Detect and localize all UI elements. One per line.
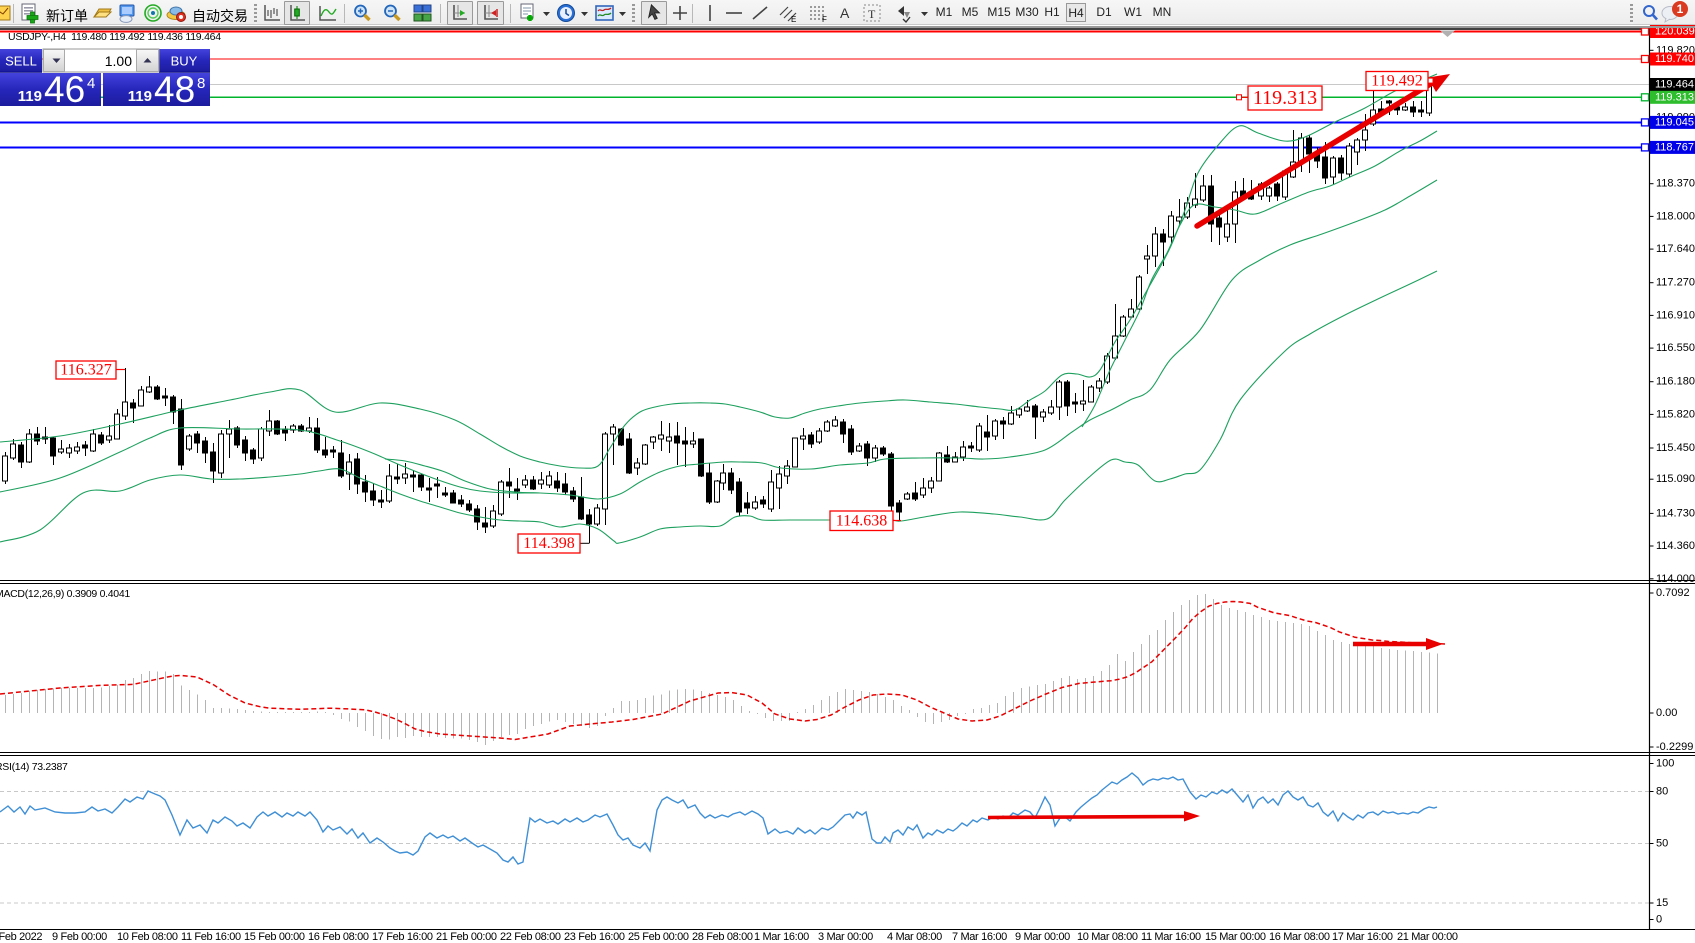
svg-text:1: 1	[1677, 2, 1684, 16]
svg-text:114.360: 114.360	[1656, 540, 1695, 552]
svg-text:50: 50	[1656, 838, 1668, 850]
svg-text:10 Feb 08:00: 10 Feb 08:00	[117, 931, 178, 943]
svg-text:120.039: 120.039	[1655, 26, 1695, 38]
svg-text:1.00: 1.00	[105, 53, 132, 69]
svg-text:117.640: 117.640	[1656, 243, 1695, 255]
svg-text:3 Mar 00:00: 3 Mar 00:00	[818, 931, 873, 943]
svg-text:BUY: BUY	[171, 54, 198, 69]
svg-text:114.638: 114.638	[836, 512, 887, 529]
svg-text:115.090: 115.090	[1656, 473, 1695, 485]
svg-text:MACD(12,26,9) 0.3909 0.4041: MACD(12,26,9) 0.3909 0.4041	[0, 588, 130, 600]
svg-text:48: 48	[154, 69, 195, 110]
svg-text:4: 4	[87, 75, 95, 92]
svg-text:10 Mar 08:00: 10 Mar 08:00	[1077, 931, 1138, 943]
svg-text:114.000: 114.000	[1656, 573, 1695, 585]
svg-text:SELL: SELL	[5, 54, 37, 69]
svg-text:28 Feb 08:00: 28 Feb 08:00	[692, 931, 753, 943]
svg-text:46: 46	[44, 69, 85, 110]
svg-text:114.730: 114.730	[1656, 507, 1695, 519]
svg-text:21 Mar 00:00: 21 Mar 00:00	[1397, 931, 1458, 943]
svg-text:115.820: 115.820	[1656, 408, 1695, 420]
svg-text:117.270: 117.270	[1656, 277, 1695, 289]
svg-text:116.910: 116.910	[1656, 309, 1695, 321]
svg-text:119.313: 119.313	[1655, 91, 1694, 103]
svg-text:17 Feb 16:00: 17 Feb 16:00	[372, 931, 433, 943]
svg-text:USDJPY-,H4 119.480 119.492 11: USDJPY-,H4 119.480 119.492 119.436 119.4…	[8, 31, 221, 43]
svg-text:21 Feb 00:00: 21 Feb 00:00	[436, 931, 497, 943]
svg-text:119: 119	[128, 88, 152, 105]
svg-text:115.450: 115.450	[1656, 442, 1695, 454]
svg-text:15: 15	[1656, 897, 1668, 909]
svg-text:80: 80	[1656, 786, 1668, 798]
svg-text:119.464: 119.464	[1655, 79, 1694, 91]
svg-text:15 Mar 00:00: 15 Mar 00:00	[1205, 931, 1266, 943]
svg-text:119.740: 119.740	[1655, 53, 1694, 65]
svg-text:119.313: 119.313	[1253, 87, 1317, 109]
svg-text:15 Feb 00:00: 15 Feb 00:00	[244, 931, 305, 943]
svg-text:119.045: 119.045	[1655, 116, 1694, 128]
svg-text:17 Mar 16:00: 17 Mar 16:00	[1332, 931, 1393, 943]
svg-text:0.00: 0.00	[1656, 707, 1677, 719]
svg-text:118.000: 118.000	[1656, 210, 1695, 222]
svg-text:8: 8	[197, 75, 205, 92]
svg-text:119.492: 119.492	[1371, 73, 1422, 90]
svg-text:16 Feb 08:00: 16 Feb 08:00	[308, 931, 369, 943]
svg-text:11 Mar 16:00: 11 Mar 16:00	[1141, 931, 1201, 943]
svg-text:118.767: 118.767	[1655, 141, 1694, 153]
svg-text:0: 0	[1656, 914, 1662, 926]
svg-text:116.550: 116.550	[1656, 342, 1695, 354]
svg-text:RSI(14) 73.2387: RSI(14) 73.2387	[0, 761, 68, 773]
svg-text:118.370: 118.370	[1656, 178, 1695, 190]
svg-text:100: 100	[1656, 758, 1674, 770]
svg-text:7 Mar 16:00: 7 Mar 16:00	[952, 931, 1007, 943]
svg-text:-0.2299: -0.2299	[1656, 741, 1693, 753]
svg-text:0.7092: 0.7092	[1656, 587, 1690, 599]
svg-text:116.327: 116.327	[60, 362, 111, 379]
svg-text:22 Feb 08:00: 22 Feb 08:00	[500, 931, 561, 943]
svg-text:T: T	[868, 7, 876, 21]
svg-text:11 Feb 16:00: 11 Feb 16:00	[181, 931, 241, 943]
svg-text:119: 119	[18, 88, 42, 105]
svg-text:1 Mar 16:00: 1 Mar 16:00	[754, 931, 809, 943]
svg-text:23 Feb 16:00: 23 Feb 16:00	[564, 931, 625, 943]
svg-text:9 Mar 00:00: 9 Mar 00:00	[1015, 931, 1070, 943]
svg-text:116.180: 116.180	[1656, 376, 1695, 388]
svg-text:F: F	[822, 15, 827, 24]
svg-text:9 Feb 00:00: 9 Feb 00:00	[52, 931, 107, 943]
svg-text:16 Mar 08:00: 16 Mar 08:00	[1269, 931, 1330, 943]
svg-text:25 Feb 00:00: 25 Feb 00:00	[628, 931, 689, 943]
svg-text:8 Feb 2022: 8 Feb 2022	[0, 931, 42, 943]
svg-text:114.398: 114.398	[523, 535, 574, 552]
svg-text:E: E	[791, 15, 796, 24]
svg-text:4 Mar 08:00: 4 Mar 08:00	[887, 931, 942, 943]
